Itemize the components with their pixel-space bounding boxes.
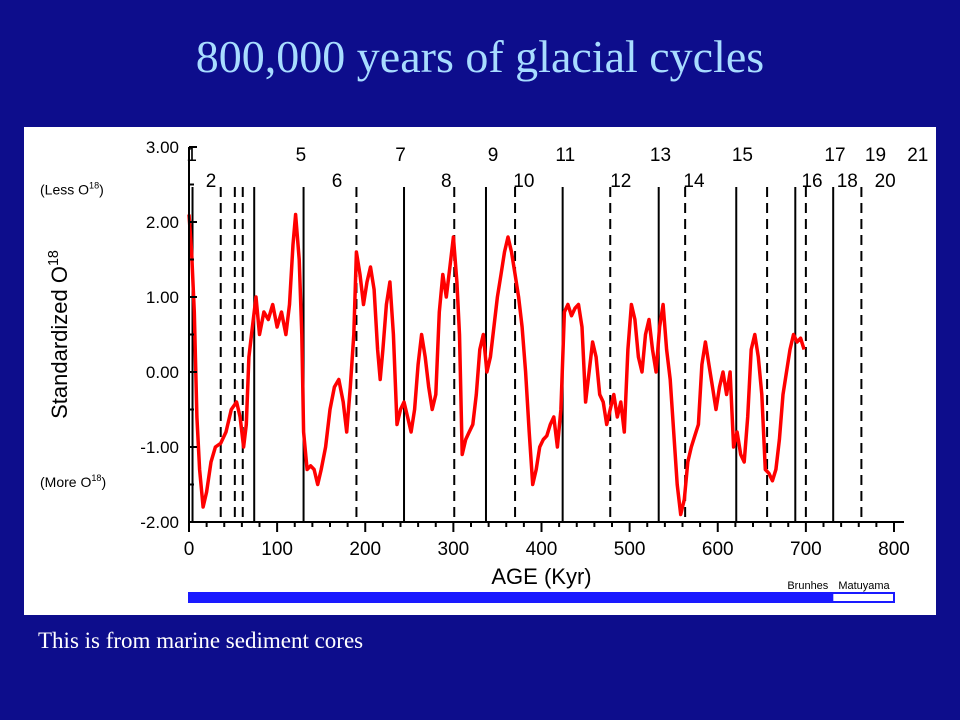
stage-label: 18 (837, 171, 858, 192)
x-tick-label: 400 (526, 539, 558, 560)
chart-panel: 3.00 2.00 1.00 0.00 -1.00 -2.00 (Less O18) (Mor… (24, 127, 936, 615)
stage-label: 9 (488, 145, 499, 166)
y-axis-label: Standardized O18 (46, 250, 72, 419)
x-tick-label: 0 (184, 539, 195, 560)
series-line (187, 212, 806, 517)
x-tick-label: 800 (878, 539, 910, 560)
slide-title: 800,000 years of glacial cycles (195, 31, 765, 82)
x-tick-label: 600 (702, 539, 734, 560)
y-tick-label: 3.00 (146, 138, 179, 157)
y-tick-label: 1.00 (146, 288, 179, 307)
stage-label: 1 (186, 145, 197, 166)
stage-label: 12 (610, 171, 631, 192)
y-tick-label: -2.00 (140, 513, 179, 532)
x-tick-label: 500 (614, 539, 646, 560)
x-tick-label: 100 (261, 539, 293, 560)
polarity-segment (831, 592, 895, 603)
axes-layer: 3.00 2.00 1.00 0.00 -1.00 -2.00 (Less O18) (Mor… (40, 138, 910, 589)
oxygen-isotope-chart: 3.00 2.00 1.00 0.00 -1.00 -2.00 (Less O18) (Mor… (40, 138, 928, 603)
stage-label: 7 (395, 145, 406, 166)
caption: This is from marine sediment cores (38, 628, 364, 653)
stage-label: 14 (683, 171, 705, 192)
x-axis-label: AGE (Kyr) (491, 564, 591, 589)
x-tick-label: 700 (790, 539, 822, 560)
stage-label: 15 (732, 145, 753, 166)
stage-label: 19 (865, 145, 886, 166)
stage-label: 16 (801, 171, 822, 192)
polarity-segment (188, 592, 834, 603)
y-tick-label: 0.00 (146, 363, 179, 382)
polarity-label: Matuyama (838, 580, 890, 592)
stage-label: 17 (824, 145, 845, 166)
stage-label: 6 (332, 171, 343, 192)
y-annotation: (More O18) (40, 473, 106, 490)
series-layer (187, 212, 806, 517)
stage-label: 8 (441, 171, 452, 192)
stage-label: 21 (907, 145, 928, 166)
stage-label: 11 (555, 145, 575, 166)
y-tick-label: -1.00 (140, 438, 179, 457)
x-tick-label: 300 (438, 539, 470, 560)
stage-label: 10 (513, 171, 534, 192)
stage-label: 2 (206, 171, 217, 192)
polarity-label: Brunhes (787, 580, 828, 592)
y-tick-label: 2.00 (146, 213, 179, 232)
stage-labels-layer: 1 5 7 9 11 13 15 17 19 212 6 8 10 12 14 16 18 20 (186, 145, 928, 192)
y-annotation: (Less O18) (40, 181, 104, 198)
stage-label: 5 (296, 145, 307, 166)
stage-label: 13 (650, 145, 671, 166)
stage-label: 20 (875, 171, 896, 192)
polarity-bar: Brunhes Matuyama (188, 580, 895, 603)
x-tick-label: 200 (349, 539, 381, 560)
